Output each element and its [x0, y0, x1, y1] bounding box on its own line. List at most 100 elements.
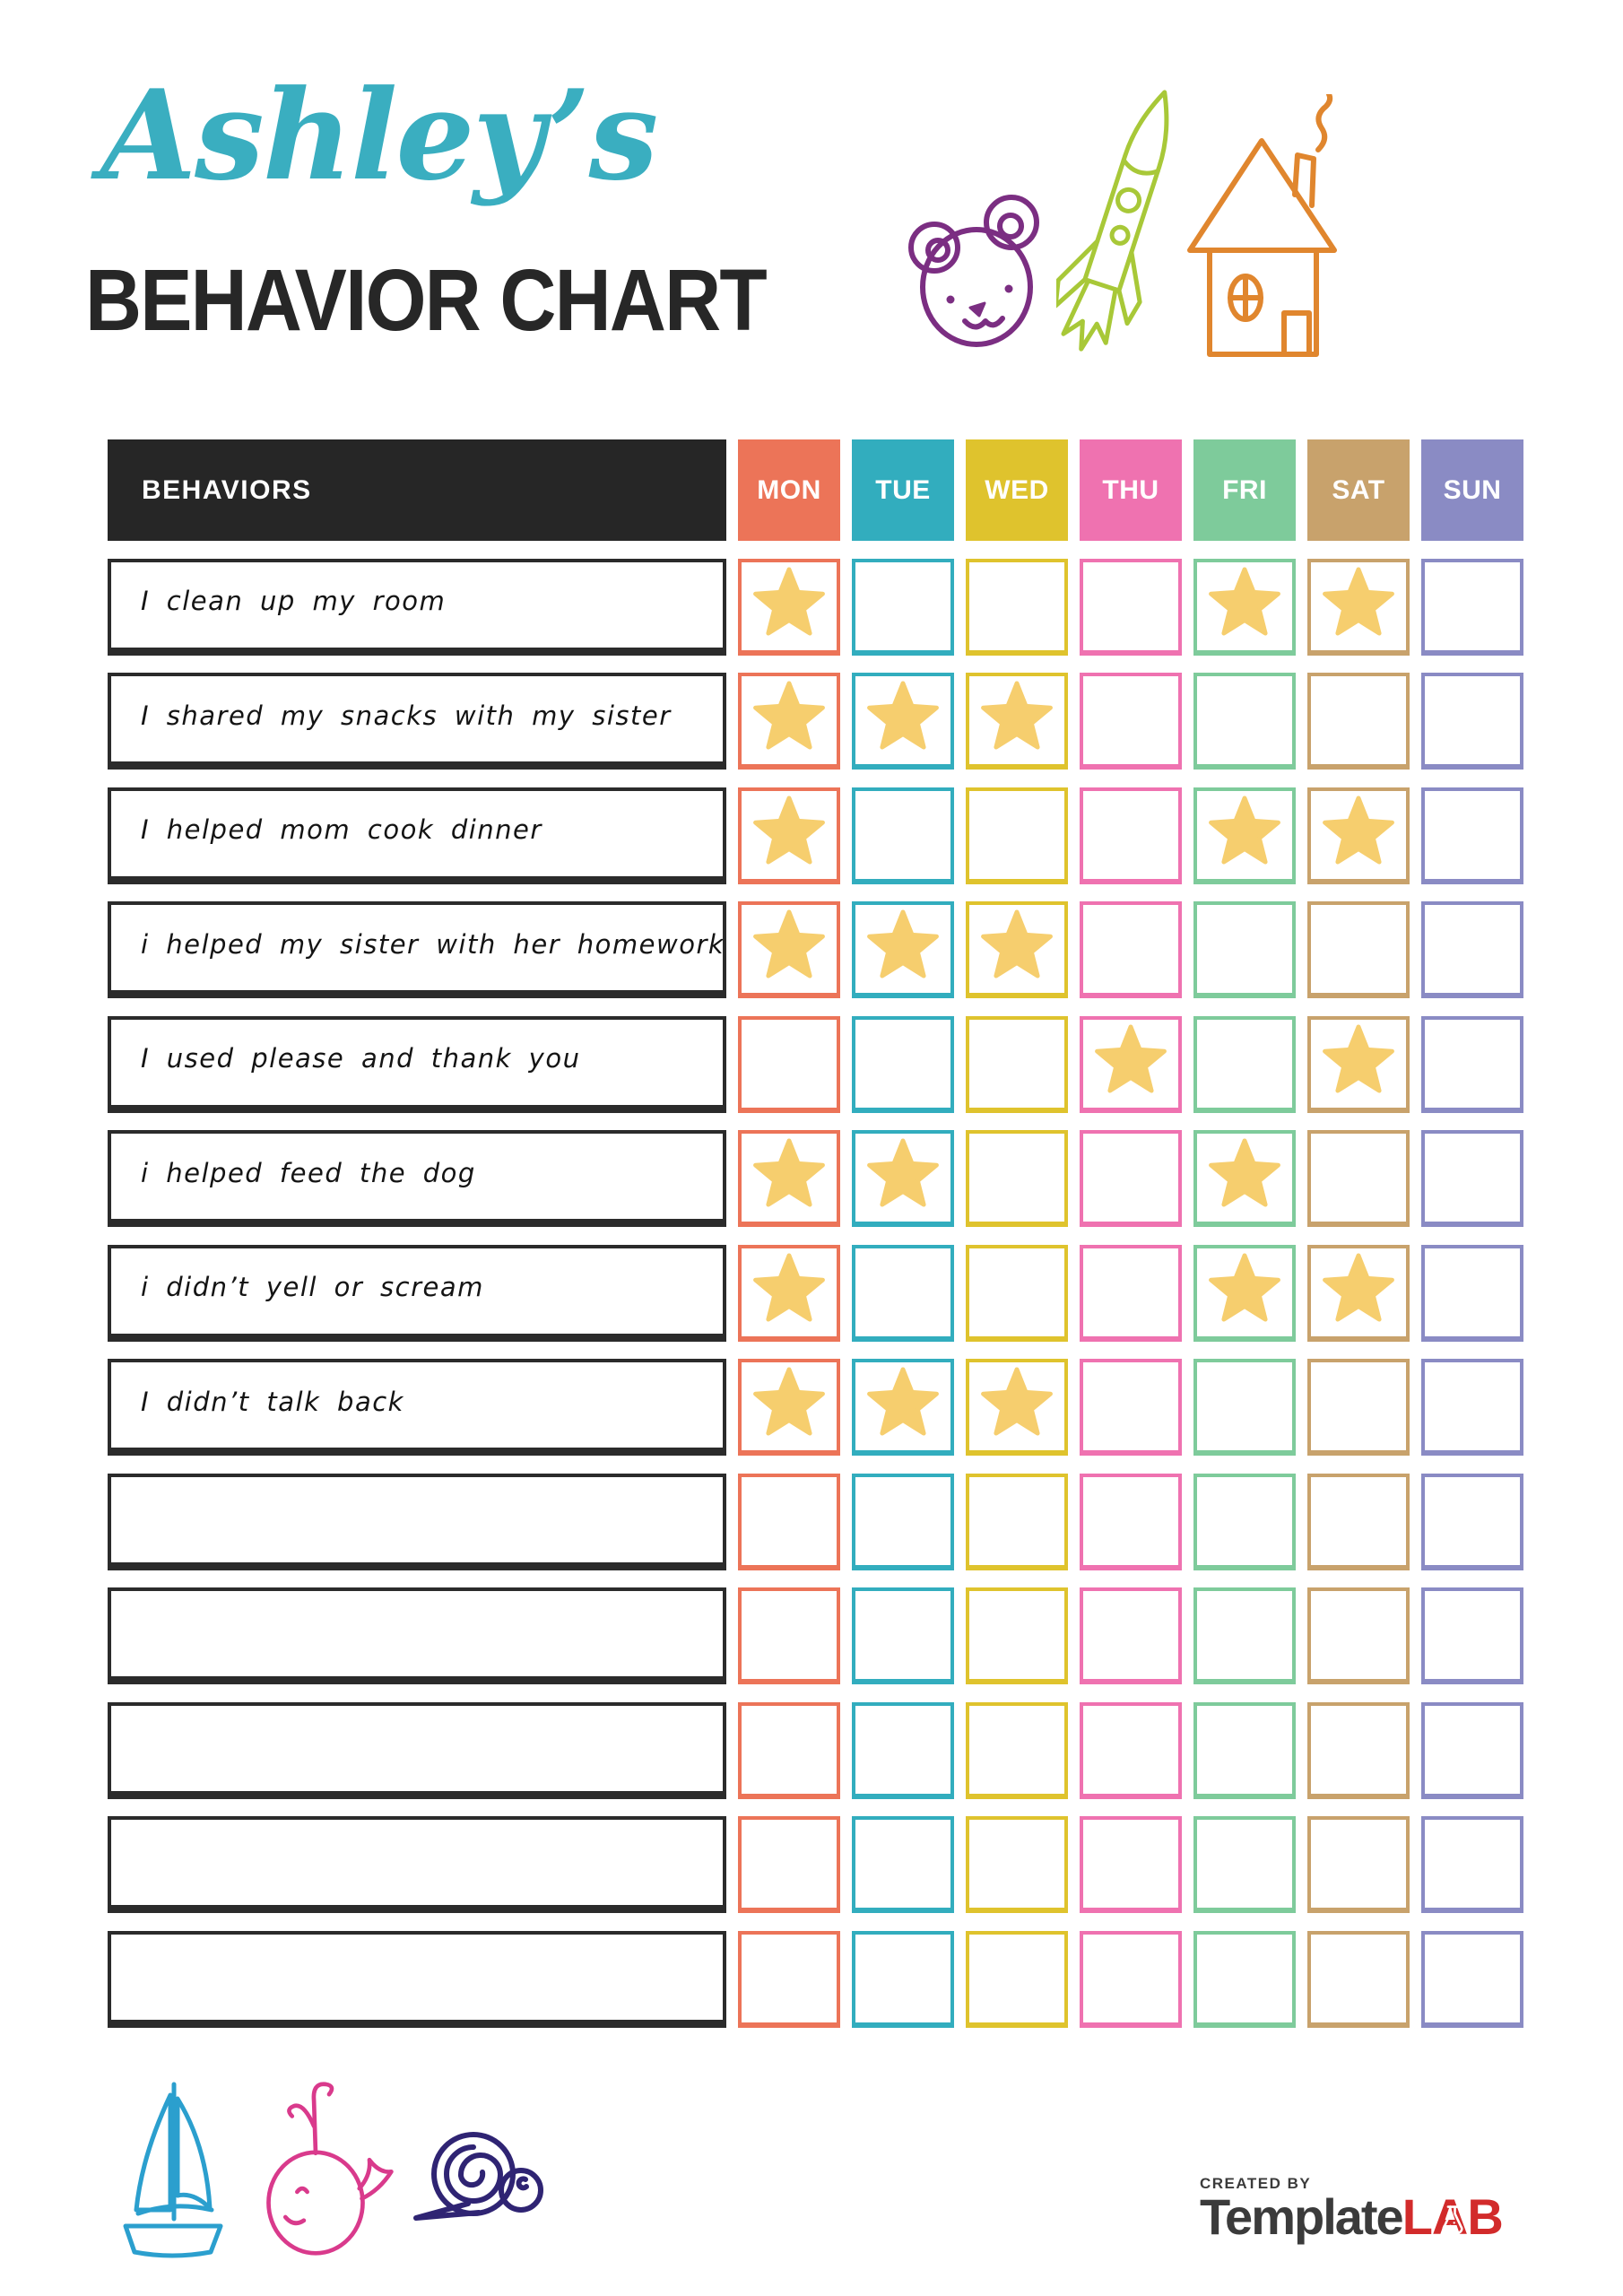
page-title: BEHAVIOR CHART — [85, 251, 768, 349]
behavior-label-box: i didn’t yell or scream — [108, 1244, 726, 1342]
day-cell-sun — [1421, 1359, 1523, 1456]
day-cell-mon — [738, 1359, 840, 1456]
day-cell-tue — [852, 1473, 954, 1570]
behavior-text: I shared my snacks with my sister — [141, 700, 672, 731]
day-cell-tue — [852, 673, 954, 770]
day-cell-wed — [966, 1473, 1068, 1570]
behavior-text: I clean up my room — [141, 586, 447, 616]
star-icon — [1323, 1023, 1394, 1093]
day-cell-thu — [1080, 673, 1182, 770]
day-cell-mon — [738, 1473, 840, 1570]
day-cell-fri — [1193, 1587, 1296, 1684]
day-cell-sun — [1421, 1587, 1523, 1684]
behavior-label-box: I clean up my room — [108, 558, 726, 656]
day-cell-thu — [1080, 1244, 1182, 1342]
star-icon — [867, 1138, 939, 1207]
day-cell-sat — [1307, 787, 1410, 884]
day-cell-thu — [1080, 1359, 1182, 1456]
day-cell-fri — [1193, 558, 1296, 656]
snail-icon — [405, 2115, 547, 2230]
star-icon — [753, 909, 825, 978]
day-cell-tue — [852, 1816, 954, 1913]
behavior-label-box — [108, 1701, 726, 1799]
day-header-wed: WED — [966, 439, 1068, 541]
day-cell-wed — [966, 558, 1068, 656]
day-cell-sat — [1307, 1015, 1410, 1113]
logo-brand-lab: LAB — [1402, 2188, 1504, 2245]
house-icon — [1182, 94, 1341, 368]
star-icon — [1209, 1138, 1280, 1207]
day-cell-sat — [1307, 901, 1410, 998]
day-cell-thu — [1080, 558, 1182, 656]
behavior-label-box: I used please and thank you — [108, 1015, 726, 1113]
star-icon — [1209, 795, 1280, 865]
day-cell-sun — [1421, 1473, 1523, 1570]
behavior-label-box: i helped feed the dog — [108, 1130, 726, 1227]
day-cell-tue — [852, 1587, 954, 1684]
day-cell-thu — [1080, 1015, 1182, 1113]
day-cell-wed — [966, 1244, 1068, 1342]
behavior-label-box — [108, 1930, 726, 2028]
day-cell-sun — [1421, 1701, 1523, 1799]
day-cell-thu — [1080, 901, 1182, 998]
star-icon — [753, 1252, 825, 1322]
day-header-mon: MON — [738, 439, 840, 541]
behavior-label-box: I shared my snacks with my sister — [108, 673, 726, 770]
day-cell-fri — [1193, 1359, 1296, 1456]
day-cell-thu — [1080, 1816, 1182, 1913]
day-cell-tue — [852, 1930, 954, 2028]
day-cell-sun — [1421, 787, 1523, 884]
behavior-label-box — [108, 1816, 726, 1913]
day-cell-tue — [852, 901, 954, 998]
day-cell-thu — [1080, 787, 1182, 884]
day-cell-wed — [966, 901, 1068, 998]
day-cell-sun — [1421, 1244, 1523, 1342]
behavior-label-box: i helped my sister with her homework — [108, 901, 726, 998]
day-header-sat: SAT — [1307, 439, 1410, 541]
flask-icon — [1442, 2205, 1463, 2234]
day-cell-wed — [966, 1816, 1068, 1913]
star-icon — [1095, 1023, 1167, 1093]
day-cell-wed — [966, 1359, 1068, 1456]
day-cell-mon — [738, 901, 840, 998]
day-cell-tue — [852, 1359, 954, 1456]
day-cell-sun — [1421, 558, 1523, 656]
day-cell-sat — [1307, 1816, 1410, 1913]
behavior-text: I used please and thank you — [141, 1043, 581, 1074]
day-header-sun: SUN — [1421, 439, 1523, 541]
day-cell-mon — [738, 1930, 840, 2028]
star-icon — [753, 1367, 825, 1436]
day-cell-mon — [738, 787, 840, 884]
day-cell-sat — [1307, 1701, 1410, 1799]
day-cell-sun — [1421, 673, 1523, 770]
day-cell-tue — [852, 1130, 954, 1227]
day-cell-tue — [852, 1244, 954, 1342]
star-icon — [753, 681, 825, 750]
logo-created-by: CREATED BY — [1200, 2175, 1312, 2192]
star-icon — [981, 681, 1053, 750]
whale-icon — [262, 2059, 396, 2267]
day-cell-fri — [1193, 1473, 1296, 1570]
day-cell-wed — [966, 1930, 1068, 2028]
day-cell-sun — [1421, 1015, 1523, 1113]
star-icon — [981, 909, 1053, 978]
star-icon — [867, 909, 939, 978]
day-cell-wed — [966, 1587, 1068, 1684]
star-icon — [867, 1367, 939, 1436]
day-cell-mon — [738, 673, 840, 770]
page-title-name: Ashley’s — [100, 62, 658, 208]
day-cell-fri — [1193, 787, 1296, 884]
day-cell-sat — [1307, 1359, 1410, 1456]
day-cell-mon — [738, 1244, 840, 1342]
day-cell-fri — [1193, 673, 1296, 770]
behavior-label-box: I helped mom cook dinner — [108, 787, 726, 884]
day-cell-thu — [1080, 1701, 1182, 1799]
day-cell-wed — [966, 1015, 1068, 1113]
behavior-chart-table: BEHAVIORS MON TUE WED THU FRI SAT SUN I clean up… — [108, 439, 1523, 2028]
sailboat-icon — [109, 2074, 237, 2266]
day-cell-sat — [1307, 673, 1410, 770]
day-cell-tue — [852, 1015, 954, 1113]
day-cell-mon — [738, 558, 840, 656]
star-icon — [753, 566, 825, 636]
day-cell-mon — [738, 1587, 840, 1684]
